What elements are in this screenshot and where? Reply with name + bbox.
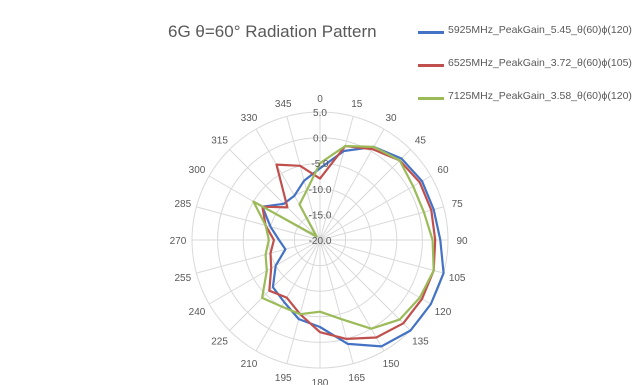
- angle-tick-label: 240: [189, 307, 206, 318]
- legend-label: 5925MHz_PeakGain_5.45_θ(60)ϕ(120): [448, 24, 632, 36]
- angle-tick-label: 90: [456, 236, 468, 247]
- angle-tick-label: 345: [275, 99, 292, 110]
- radial-tick-label: -15.0: [309, 210, 332, 221]
- angle-tick-label: 330: [241, 113, 258, 124]
- angle-tick-label: 300: [189, 165, 206, 176]
- angle-tick-label: 315: [211, 136, 228, 147]
- series-line: [261, 145, 445, 348]
- angular-gridline: [319, 239, 411, 331]
- angle-tick-label: 105: [449, 273, 466, 284]
- angle-tick-label: 30: [385, 113, 397, 124]
- angle-tick-label: 270: [170, 236, 187, 247]
- legend: 5925MHz_PeakGain_5.45_θ(60)ϕ(120) 6525MH…: [418, 22, 632, 121]
- angular-gridline: [196, 239, 321, 274]
- angle-tick-label: 195: [275, 373, 292, 384]
- angle-tick-label: 225: [211, 336, 228, 347]
- radial-tick-label: 5.0: [313, 108, 327, 119]
- angular-gridline: [229, 149, 321, 241]
- angular-gridline: [319, 116, 354, 241]
- legend-label: 7125MHz_PeakGain_3.58_θ(60)ϕ(120): [448, 90, 632, 102]
- legend-swatch: [418, 97, 444, 100]
- angle-tick-label: 285: [174, 199, 191, 210]
- angle-tick-label: 0: [317, 94, 323, 105]
- radial-tick-label: 0.0: [313, 134, 327, 145]
- legend-item: 6525MHz_PeakGain_3.72_θ(60)ϕ(105): [418, 55, 632, 88]
- angular-gridline: [229, 239, 321, 331]
- angular-gridline: [319, 239, 444, 274]
- chart-title: 6G θ=60° Radiation Pattern: [168, 22, 377, 41]
- angle-tick-label: 60: [437, 165, 449, 176]
- angular-gridline: [319, 239, 354, 364]
- angle-tick-label: 180: [312, 378, 329, 385]
- angular-gridline: [255, 239, 321, 352]
- angle-tick-label: 165: [348, 373, 365, 384]
- angular-gridline: [319, 175, 432, 241]
- angular-gridline: [319, 239, 432, 305]
- series-line: [252, 144, 435, 330]
- angular-gridline: [286, 116, 321, 241]
- angular-gridline: [319, 206, 444, 241]
- angle-tick-label: 120: [435, 307, 452, 318]
- radial-tick-label: -20.0: [309, 236, 332, 247]
- angular-gridline: [286, 239, 321, 364]
- legend-item: 7125MHz_PeakGain_3.58_θ(60)ϕ(120): [418, 88, 632, 121]
- legend-label: 6525MHz_PeakGain_3.72_θ(60)ϕ(105): [448, 57, 632, 69]
- angular-gridline: [208, 239, 321, 305]
- angle-tick-label: 45: [415, 136, 427, 147]
- legend-swatch: [418, 64, 444, 67]
- angle-tick-label: 255: [174, 273, 191, 284]
- angular-gridline: [196, 206, 321, 241]
- angle-tick-label: 150: [383, 359, 400, 370]
- angular-gridline: [319, 149, 411, 241]
- legend-swatch: [418, 31, 444, 34]
- angle-tick-label: 75: [452, 199, 464, 210]
- radial-tick-label: -5.0: [311, 159, 329, 170]
- radial-tick-label: -10.0: [309, 185, 332, 196]
- legend-item: 5925MHz_PeakGain_5.45_θ(60)ϕ(120): [418, 22, 632, 55]
- angle-tick-label: 135: [412, 336, 429, 347]
- angle-tick-label: 15: [351, 99, 363, 110]
- angular-gridline: [319, 239, 385, 352]
- angle-tick-label: 210: [241, 359, 258, 370]
